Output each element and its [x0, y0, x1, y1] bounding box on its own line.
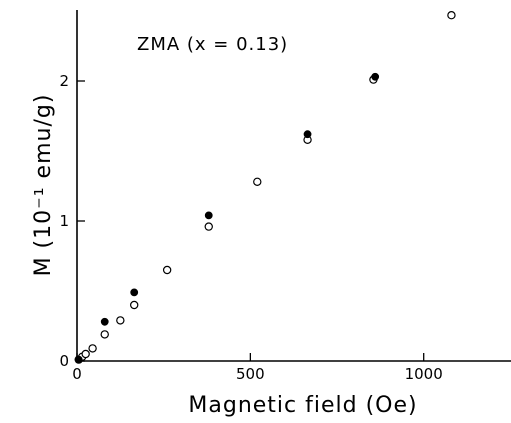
y-tick-label: 1	[59, 212, 69, 230]
filled-point	[371, 72, 380, 81]
data-points	[74, 11, 456, 364]
open-point	[116, 316, 125, 325]
y-tick-label: 0	[59, 352, 69, 370]
open-point	[204, 222, 213, 231]
x-tick-label: 500	[236, 365, 265, 383]
y-tick-label: 2	[59, 72, 69, 90]
open-point	[447, 11, 456, 20]
filled-point	[303, 130, 312, 139]
open-point	[100, 330, 109, 339]
filled-point	[204, 211, 213, 220]
open-point	[88, 344, 97, 353]
plot-frame	[76, 10, 511, 362]
filled-point	[100, 317, 109, 326]
y-axis-title: M (10⁻¹ emu/g)	[31, 94, 56, 277]
filled-point	[130, 288, 139, 297]
filled-point	[74, 355, 83, 364]
chart-annotation: ZMA (x = 0.13)	[137, 34, 288, 55]
open-point	[81, 349, 90, 359]
open-point	[162, 265, 172, 275]
axis-ticks: 0 500 1000 0 1 2	[59, 72, 442, 383]
x-axis-title: Magnetic field (Oe)	[188, 393, 417, 418]
x-tick-label: 0	[72, 365, 82, 383]
x-tick-label: 1000	[405, 365, 443, 383]
open-point	[130, 300, 139, 310]
open-point	[253, 177, 262, 186]
